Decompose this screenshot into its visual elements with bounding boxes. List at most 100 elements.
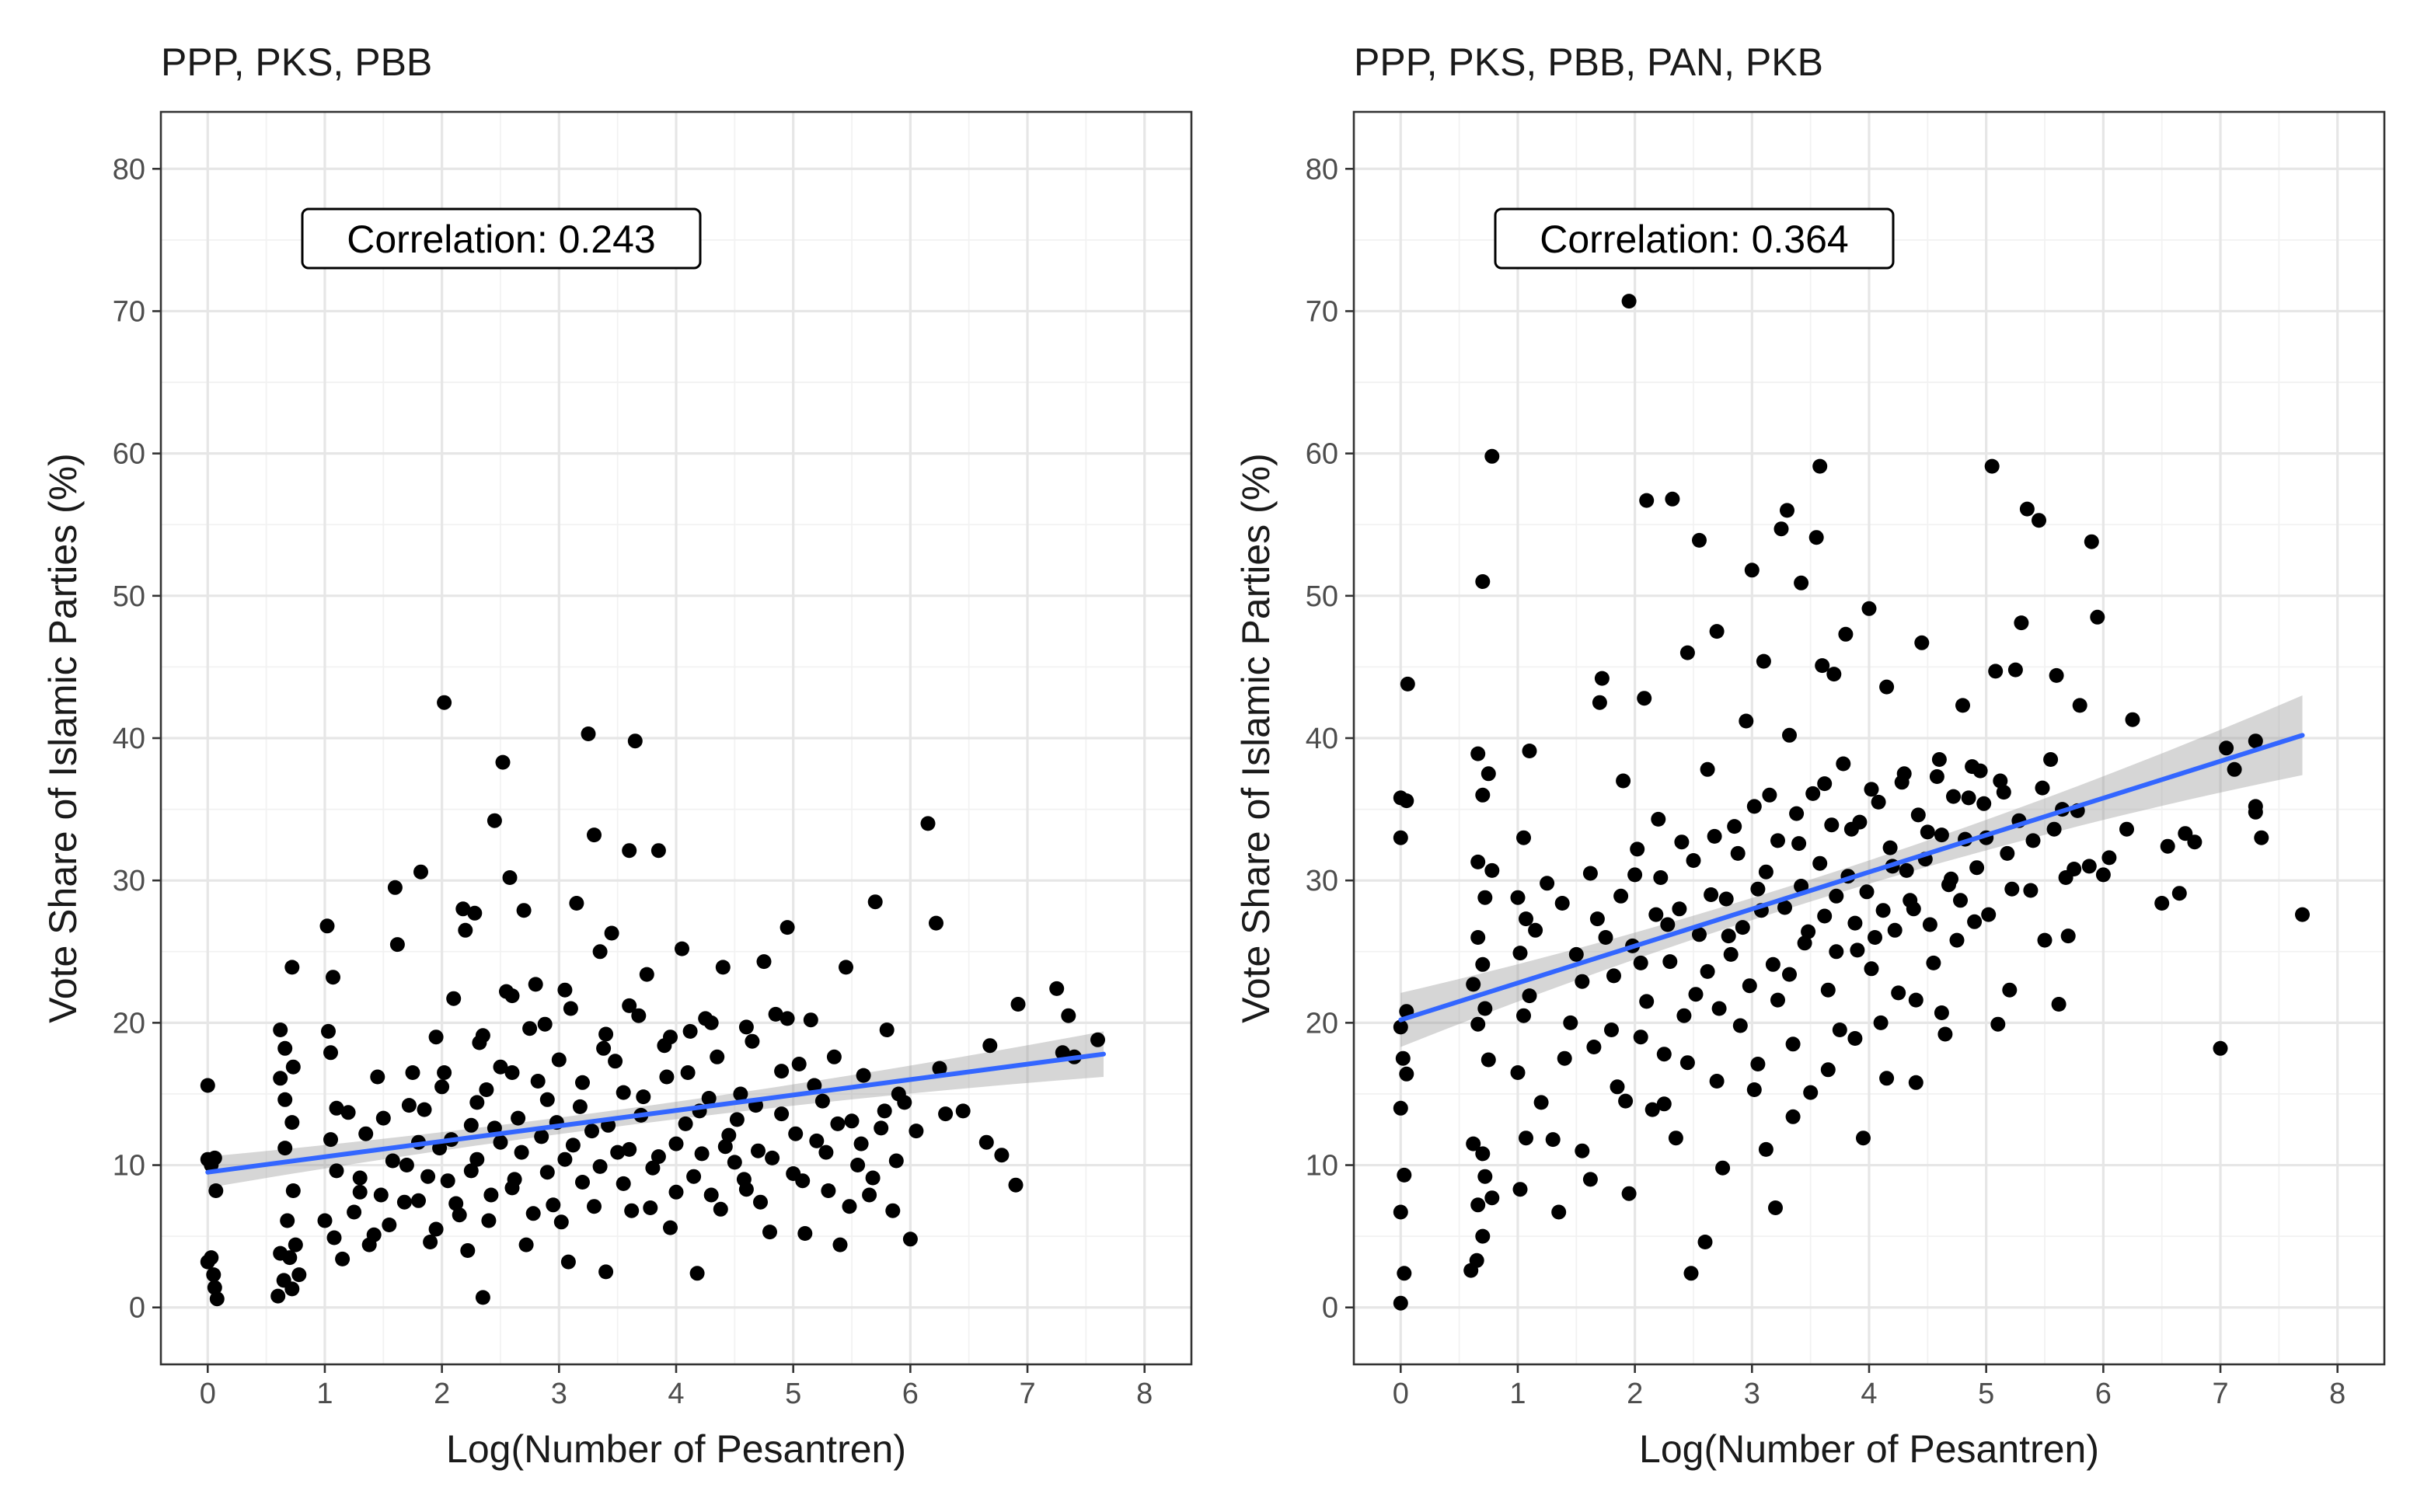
- data-point: [1824, 817, 1840, 833]
- y-tick-label: 40: [113, 723, 145, 755]
- y-tick-label: 60: [113, 438, 145, 471]
- data-point: [994, 1148, 1010, 1163]
- data-point: [1400, 676, 1415, 692]
- data-point: [518, 1237, 534, 1252]
- data-point: [809, 1133, 825, 1148]
- data-point: [842, 1199, 857, 1214]
- data-point: [537, 1016, 553, 1032]
- data-point: [581, 726, 596, 741]
- data-point: [2095, 867, 2111, 883]
- data-point: [539, 1092, 555, 1107]
- x-tick-label: 3: [1744, 1378, 1760, 1410]
- data-point: [277, 1092, 293, 1107]
- data-point: [1633, 955, 1648, 970]
- data-point: [1679, 645, 1695, 660]
- data-point: [375, 1110, 391, 1126]
- data-point: [1801, 924, 1816, 939]
- data-point: [1470, 746, 1486, 761]
- data-point: [610, 1144, 626, 1160]
- data-point: [1399, 793, 1414, 809]
- data-point: [446, 991, 462, 1006]
- data-point: [1988, 664, 2004, 679]
- data-point: [1805, 786, 1821, 801]
- x-tick-label: 5: [785, 1378, 801, 1410]
- data-point: [624, 1203, 640, 1218]
- data-point: [284, 1115, 300, 1131]
- data-point: [768, 1006, 783, 1022]
- data-point: [458, 922, 473, 938]
- data-point: [2060, 928, 2076, 944]
- data-point: [1832, 1023, 1847, 1037]
- data-point: [2051, 997, 2066, 1012]
- data-point: [511, 1110, 526, 1126]
- x-tick-label: 0: [1393, 1378, 1409, 1410]
- data-point: [920, 816, 936, 831]
- y-tick-label: 30: [1306, 865, 1338, 897]
- data-point: [888, 1153, 904, 1169]
- data-point: [1697, 1235, 1713, 1249]
- data-point: [2171, 886, 2187, 901]
- data-point: [1879, 679, 1895, 695]
- data-point: [534, 1129, 549, 1144]
- data-point: [385, 1153, 400, 1169]
- data-point: [1914, 635, 1930, 650]
- data-point: [277, 1040, 293, 1056]
- data-point: [788, 1126, 804, 1141]
- data-point: [428, 1221, 444, 1237]
- data-point: [1470, 1197, 1486, 1213]
- data-point: [1688, 987, 1704, 1002]
- data-point: [469, 1095, 485, 1110]
- data-point: [1864, 782, 1879, 797]
- data-point: [440, 1173, 455, 1189]
- data-point: [795, 1173, 811, 1189]
- data-point: [1621, 1186, 1637, 1201]
- data-point: [1934, 827, 1949, 843]
- data-point: [932, 1061, 947, 1076]
- data-point: [2025, 833, 2041, 848]
- data-point: [530, 1074, 546, 1089]
- data-point: [1582, 866, 1598, 881]
- panel-right-title: PPP, PKS, PBB, PAN, PKB: [1354, 40, 1823, 84]
- data-point: [572, 1099, 588, 1114]
- data-point: [1859, 884, 1875, 900]
- data-point: [780, 920, 795, 935]
- data-point: [1758, 864, 1774, 880]
- data-point: [1744, 563, 1760, 578]
- data-point: [2227, 761, 2242, 777]
- data-point: [733, 1086, 748, 1102]
- data-point: [285, 1059, 301, 1075]
- data-point: [1785, 1036, 1801, 1052]
- data-point: [1815, 658, 1830, 674]
- data-point: [1732, 1018, 1748, 1033]
- x-tick-label: 1: [1509, 1378, 1526, 1410]
- data-point: [604, 925, 619, 941]
- data-point: [1817, 776, 1833, 792]
- data-point: [1782, 967, 1797, 982]
- data-point: [1838, 626, 1854, 642]
- data-point: [1721, 928, 1736, 944]
- data-point: [929, 915, 943, 931]
- data-point: [663, 1029, 678, 1045]
- data-point: [483, 1187, 499, 1203]
- data-point: [1469, 1252, 1484, 1268]
- data-point: [1931, 752, 1947, 767]
- data-point: [1627, 867, 1643, 883]
- x-tick-label: 7: [1019, 1378, 1035, 1410]
- data-point: [2101, 850, 2117, 866]
- data-point: [713, 1201, 728, 1217]
- data-point: [874, 1120, 889, 1136]
- data-point: [1010, 997, 1026, 1012]
- data-point: [551, 1052, 567, 1068]
- data-point: [1481, 1052, 1496, 1068]
- data-point: [1718, 891, 1734, 907]
- data-point: [596, 1040, 612, 1056]
- data-point: [774, 1064, 790, 1079]
- data-point: [1586, 1040, 1602, 1054]
- data-point: [865, 1170, 881, 1186]
- data-point: [2046, 821, 2062, 837]
- data-point: [592, 1158, 608, 1174]
- data-point: [1711, 1001, 1727, 1016]
- data-point: [317, 1213, 333, 1228]
- data-point: [2084, 534, 2099, 549]
- data-point: [982, 1038, 998, 1054]
